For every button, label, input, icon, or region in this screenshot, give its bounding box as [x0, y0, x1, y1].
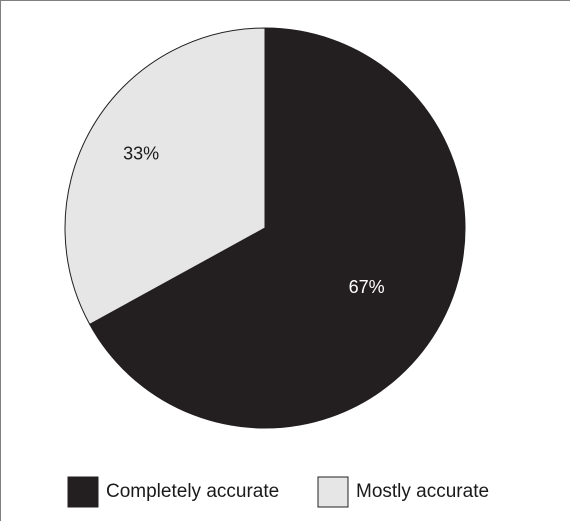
pie-data-labels: 67% 33% [123, 143, 385, 296]
pie-slice-mostly-accurate [64, 27, 266, 326]
data-label-mostly-accurate: 33% [123, 143, 159, 163]
pie-slices [64, 27, 466, 429]
legend: Completely accurate Mostly accurate [67, 476, 489, 508]
data-label-completely-accurate: 67% [349, 277, 385, 297]
pie-slice-completely-accurate [89, 27, 466, 429]
legend-swatch-completely-accurate [67, 476, 99, 508]
legend-label-mostly-accurate: Mostly accurate [356, 481, 489, 502]
legend-label-completely-accurate: Completely accurate [106, 481, 279, 502]
legend-swatch-mostly-accurate [317, 476, 349, 508]
